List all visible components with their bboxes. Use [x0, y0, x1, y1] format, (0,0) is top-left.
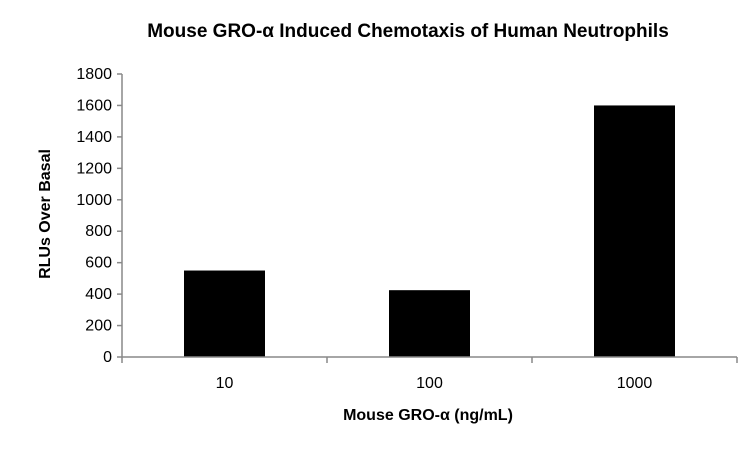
y-tick-label: 1600: [76, 97, 112, 114]
y-tick-label: 600: [85, 255, 112, 272]
y-tick-label: 1200: [76, 160, 112, 177]
x-axis-label: Mouse GRO-α (ng/mL): [343, 407, 513, 424]
y-tick-label: 0: [103, 349, 112, 366]
y-axis-label: RLUs Over Basal: [37, 149, 54, 279]
bar: [594, 105, 675, 357]
x-tick-label: 100: [416, 375, 443, 392]
y-tick-label: 400: [85, 286, 112, 303]
y-tick-label: 1800: [76, 66, 112, 83]
y-tick-label: 1000: [76, 192, 112, 209]
chart-title: Mouse GRO-α Induced Chemotaxis of Human …: [147, 21, 669, 42]
y-tick-label: 200: [85, 318, 112, 335]
y-tick-label: 1400: [76, 129, 112, 146]
plot-area: 0 200 400 600 800 1000 1200 1400 1600 1800 10 100 10…: [76, 66, 738, 392]
bar: [184, 270, 265, 357]
bar: [389, 290, 470, 357]
x-tick-label: 1000: [617, 375, 653, 392]
y-tick-label: 800: [85, 223, 112, 240]
x-tick-label: 10: [216, 375, 234, 392]
